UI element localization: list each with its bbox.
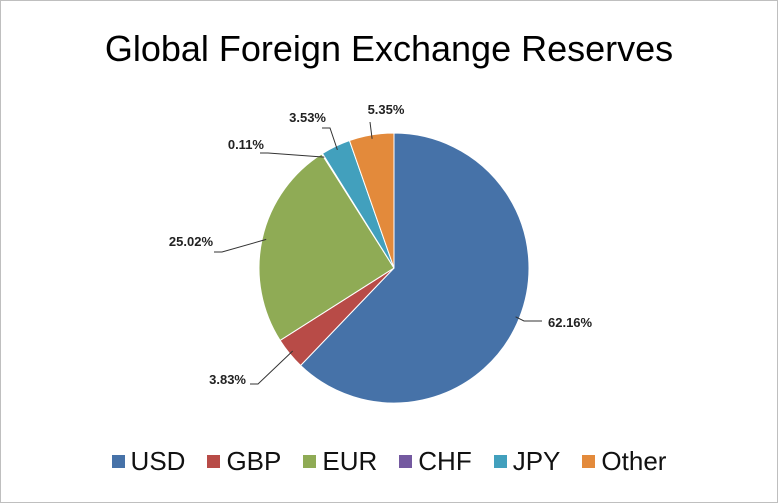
legend-item-chf: CHF [399,446,472,477]
data-label-usd: 62.16% [548,315,593,330]
chart-title: Global Foreign Exchange Reserves [104,28,674,69]
legend-swatch-eur [303,455,317,468]
legend-item-gbp: GBP [207,446,281,477]
legend-swatch-jpy [493,455,507,468]
leader-line-jpy [322,127,338,151]
legend-item-jpy: JPY [493,446,561,477]
data-label-eur: 25.02% [169,234,214,249]
legend-item-eur: EUR [303,446,377,477]
data-label-chf: 0.11% [228,137,265,152]
legend-swatch-gbp [207,455,221,468]
legend-label-jpy: JPY [512,446,561,476]
legend-label-usd: USD [130,446,186,476]
legend-label-chf: CHF [418,446,472,476]
legend-item-usd: USD [111,446,186,477]
legend: USD GBP EUR CHF JPY Other [0,446,778,477]
legend-swatch-chf [399,455,413,468]
pie-slice-eur [258,153,395,342]
data-label-other: 5.35% [368,102,405,117]
leader-line-other [369,121,373,139]
legend-item-other: Other [582,446,666,477]
leader-line-usd [515,316,542,322]
leader-line-chf [260,152,325,158]
legend-swatch-usd [111,455,125,468]
legend-swatch-other [582,455,596,468]
leader-line-eur [214,238,267,253]
legend-label-eur: EUR [322,446,378,476]
legend-label-gbp: GBP [226,446,282,476]
legend-label-other: Other [601,446,667,476]
data-label-jpy: 3.53% [289,110,326,125]
data-label-gbp: 3.83% [209,372,246,387]
leader-line-gbp [250,350,294,385]
